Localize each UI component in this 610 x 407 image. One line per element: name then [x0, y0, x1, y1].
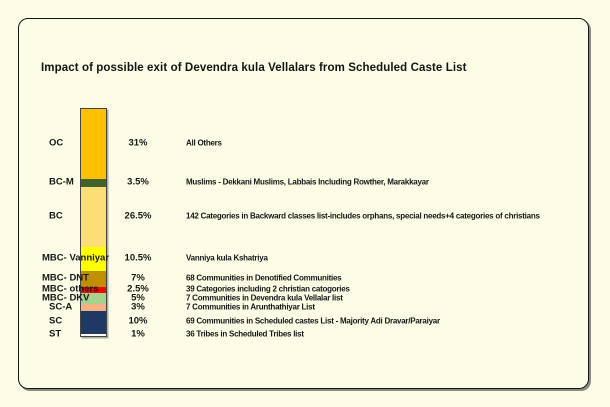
- category-label-mbc-vanniyar: MBC- Vanniyar: [42, 252, 110, 264]
- category-label-mbc-dkv: MBC- DKV: [42, 292, 90, 304]
- description-label-sc: 69 Communities in Scheduled castes List …: [186, 316, 440, 326]
- percent-label-mbc-others: 2.5%: [127, 283, 149, 295]
- bar-segment-mbc-others: [81, 287, 106, 293]
- description-label-oc: All Others: [186, 138, 222, 148]
- description-label-mbc-vanniyar: Vanniya kula Kshatriya: [186, 253, 268, 263]
- category-label-bc: BC: [49, 210, 63, 222]
- description-label-bc-m: Muslims - Dekkani Muslims, Labbais Inclu…: [186, 177, 429, 187]
- percent-label-bc: 26.5%: [124, 210, 152, 222]
- bar-segment-mbc-dkv: [81, 292, 106, 305]
- description-label-st: 36 Tribes in Scheduled Tribes list: [186, 329, 304, 339]
- category-label-mbc-others: MBC- others: [42, 283, 99, 295]
- percent-label-mbc-vanniyar: 10.5%: [124, 252, 152, 264]
- percent-label-st: 1%: [131, 328, 145, 340]
- bar-segment-mbc-vanniyar: [81, 247, 106, 272]
- bar-segment-oc: [81, 109, 106, 180]
- percent-label-bc-m: 3.5%: [127, 176, 149, 188]
- bar-segment-bc-m: [81, 179, 106, 188]
- percent-label-sc: 10%: [128, 315, 148, 327]
- chart-title: Impact of possible exit of Devendra kula…: [41, 62, 467, 74]
- bar-segment-mbc-dnt: [81, 271, 106, 288]
- bar-segment-sc-a: [81, 304, 106, 311]
- category-label-oc: OC: [49, 137, 64, 149]
- description-label-mbc-dkv: 7 Communities in Devendra kula Vellalar …: [186, 293, 343, 303]
- category-label-sc: SC: [49, 315, 63, 327]
- percent-label-mbc-dnt: 7%: [131, 272, 145, 284]
- stacked-bar-column: [80, 108, 107, 337]
- description-label-mbc-dnt: 68 Communities in Denotified Communities: [186, 273, 342, 283]
- percent-label-oc: 31%: [128, 137, 148, 149]
- percent-label-mbc-dkv: 5%: [131, 292, 145, 304]
- category-label-st: ST: [49, 328, 62, 340]
- bar-segment-sc: [81, 310, 106, 334]
- category-label-sc-a: SC-A: [49, 301, 73, 313]
- description-label-sc-a: 7 Communities in Arunthathiyar List: [186, 302, 315, 312]
- bar-segment-bc: [81, 187, 106, 248]
- category-label-bc-m: BC-M: [49, 176, 74, 188]
- category-label-mbc-dnt: MBC- DNT: [42, 272, 89, 284]
- rounded-border-frame: [18, 18, 589, 389]
- description-label-mbc-others: 39 Categories including 2 christian cato…: [186, 284, 350, 294]
- description-label-bc: 142 Categories in Backward classes list-…: [186, 211, 540, 221]
- percent-label-sc-a: 3%: [131, 301, 145, 313]
- bar-segment-st: [81, 333, 106, 336]
